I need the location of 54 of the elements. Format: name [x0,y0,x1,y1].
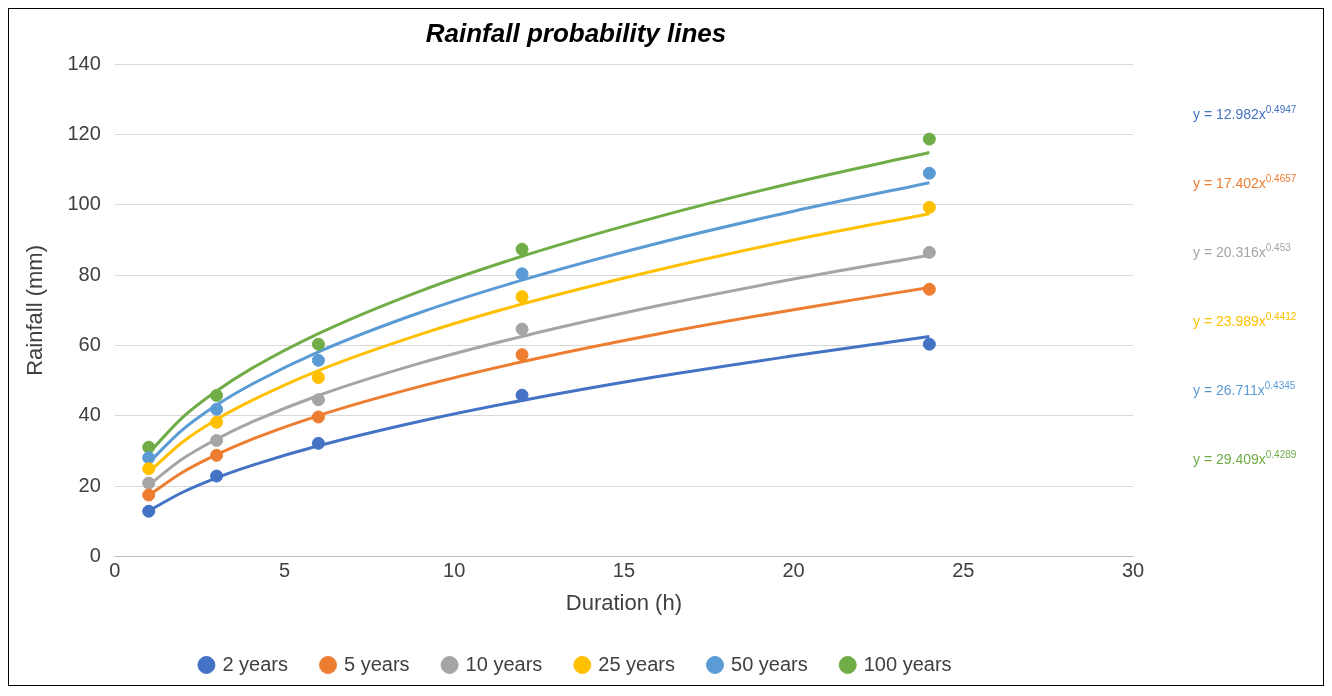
point [311,410,325,424]
point [142,451,156,465]
point [515,290,529,304]
y-tick-label: 60 [78,333,101,356]
legend-label: 100 years [863,652,952,675]
legend-label: 2 years [222,652,289,675]
point [311,436,325,450]
point [922,245,936,259]
point [311,371,325,385]
chart-title: Rainfall probability lines [425,17,727,48]
x-axis-title: Duration (h) [565,589,682,615]
point [210,402,224,416]
point [210,448,224,462]
point [515,322,529,336]
y-tick-label: 100 [67,192,101,215]
point [311,353,325,367]
point [142,488,156,502]
x-tick-label: 15 [612,559,636,582]
point [210,469,224,483]
x-tick-label: 5 [278,559,291,582]
point [922,166,936,180]
point [922,200,936,214]
point [142,440,156,454]
point [922,282,936,296]
y-tick-label: 0 [89,544,101,567]
y-tick-label: 20 [78,473,101,496]
point [515,242,529,256]
point [311,337,325,351]
x-tick-label: 10 [443,559,466,582]
point [210,434,224,448]
point [922,132,936,146]
x-tick-label: 25 [952,559,975,582]
x-tick-label: 20 [782,559,805,582]
point [515,267,529,281]
x-tick-label: 0 [109,559,121,582]
legend-label: 5 years [344,652,410,675]
point [515,348,529,362]
y-axis-title: Rainfall (mm) [22,245,48,376]
point [311,393,325,407]
point [142,462,156,476]
legend-label: 25 years [598,652,676,675]
legend-label: 50 years [731,652,808,675]
y-tick-label: 140 [67,51,101,74]
point [210,389,224,403]
y-tick-label: 40 [78,403,101,426]
point [142,476,156,490]
x-tick-label: 30 [1121,559,1145,582]
point [515,388,529,402]
y-tick-label: 120 [67,122,101,145]
y-tick-label: 80 [78,262,101,285]
point [142,504,156,518]
point [210,415,224,429]
point [922,337,936,351]
legend-label: 10 years [465,652,543,675]
